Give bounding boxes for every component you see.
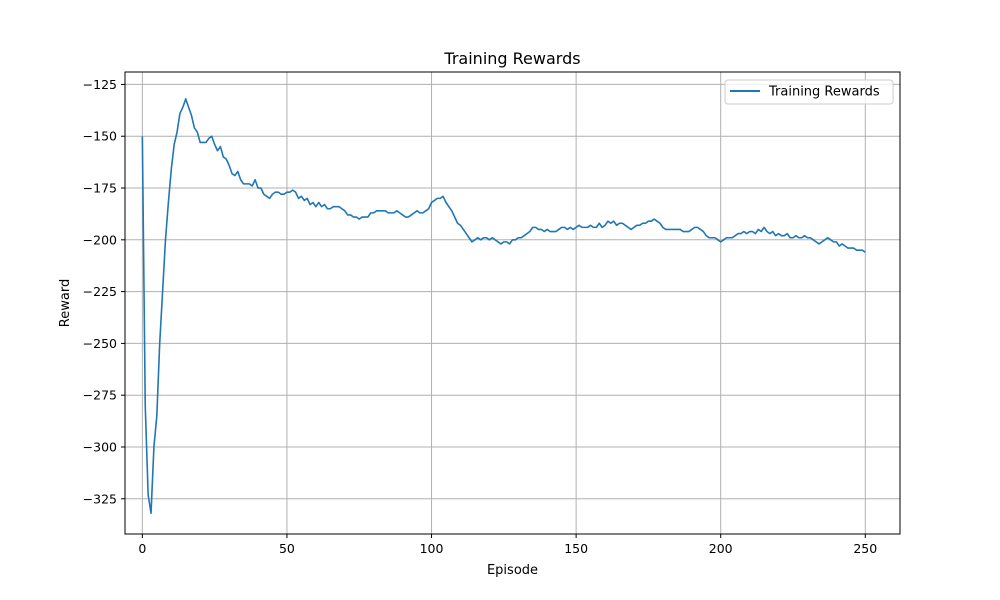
x-tick-label-200: 200: [709, 541, 733, 556]
y-tick-label-200: −200: [83, 232, 117, 247]
x-tick-label-0: 0: [138, 541, 146, 556]
y-tick-label-125: −125: [83, 77, 117, 92]
x-axis-ticks: 0 50 100 150 200 250: [138, 534, 877, 556]
y-tick-label-225: −225: [83, 284, 117, 299]
plot-frame: [124, 71, 901, 535]
series-layer: [141, 98, 866, 515]
x-tick-label-150: 150: [564, 541, 588, 556]
y-tick-label-150: −150: [83, 129, 117, 144]
x-tick-label-100: 100: [420, 541, 444, 556]
grid-lines: [125, 72, 900, 534]
chart-title: Training Rewards: [443, 49, 580, 68]
legend: Training Rewards: [724, 79, 894, 105]
series-line-training-rewards: [141, 98, 866, 515]
y-tick-label-250: −250: [83, 336, 117, 351]
y-tick-label-275: −275: [83, 388, 117, 403]
x-tick-label-50: 50: [279, 541, 295, 556]
y-tick-label-325: −325: [83, 491, 117, 506]
x-axis-label: Episode: [487, 563, 538, 578]
legend-box: [724, 79, 894, 105]
y-axis-ticks: −325 −300 −275 −250 −225 −200 −175 −150 −125: [83, 77, 125, 506]
y-tick-label-300: −300: [83, 439, 117, 454]
y-axis-label: Reward: [58, 279, 73, 327]
x-tick-label-250: 250: [853, 541, 877, 556]
legend-label: Training Rewards: [768, 85, 880, 100]
y-tick-label-175: −175: [83, 181, 117, 196]
